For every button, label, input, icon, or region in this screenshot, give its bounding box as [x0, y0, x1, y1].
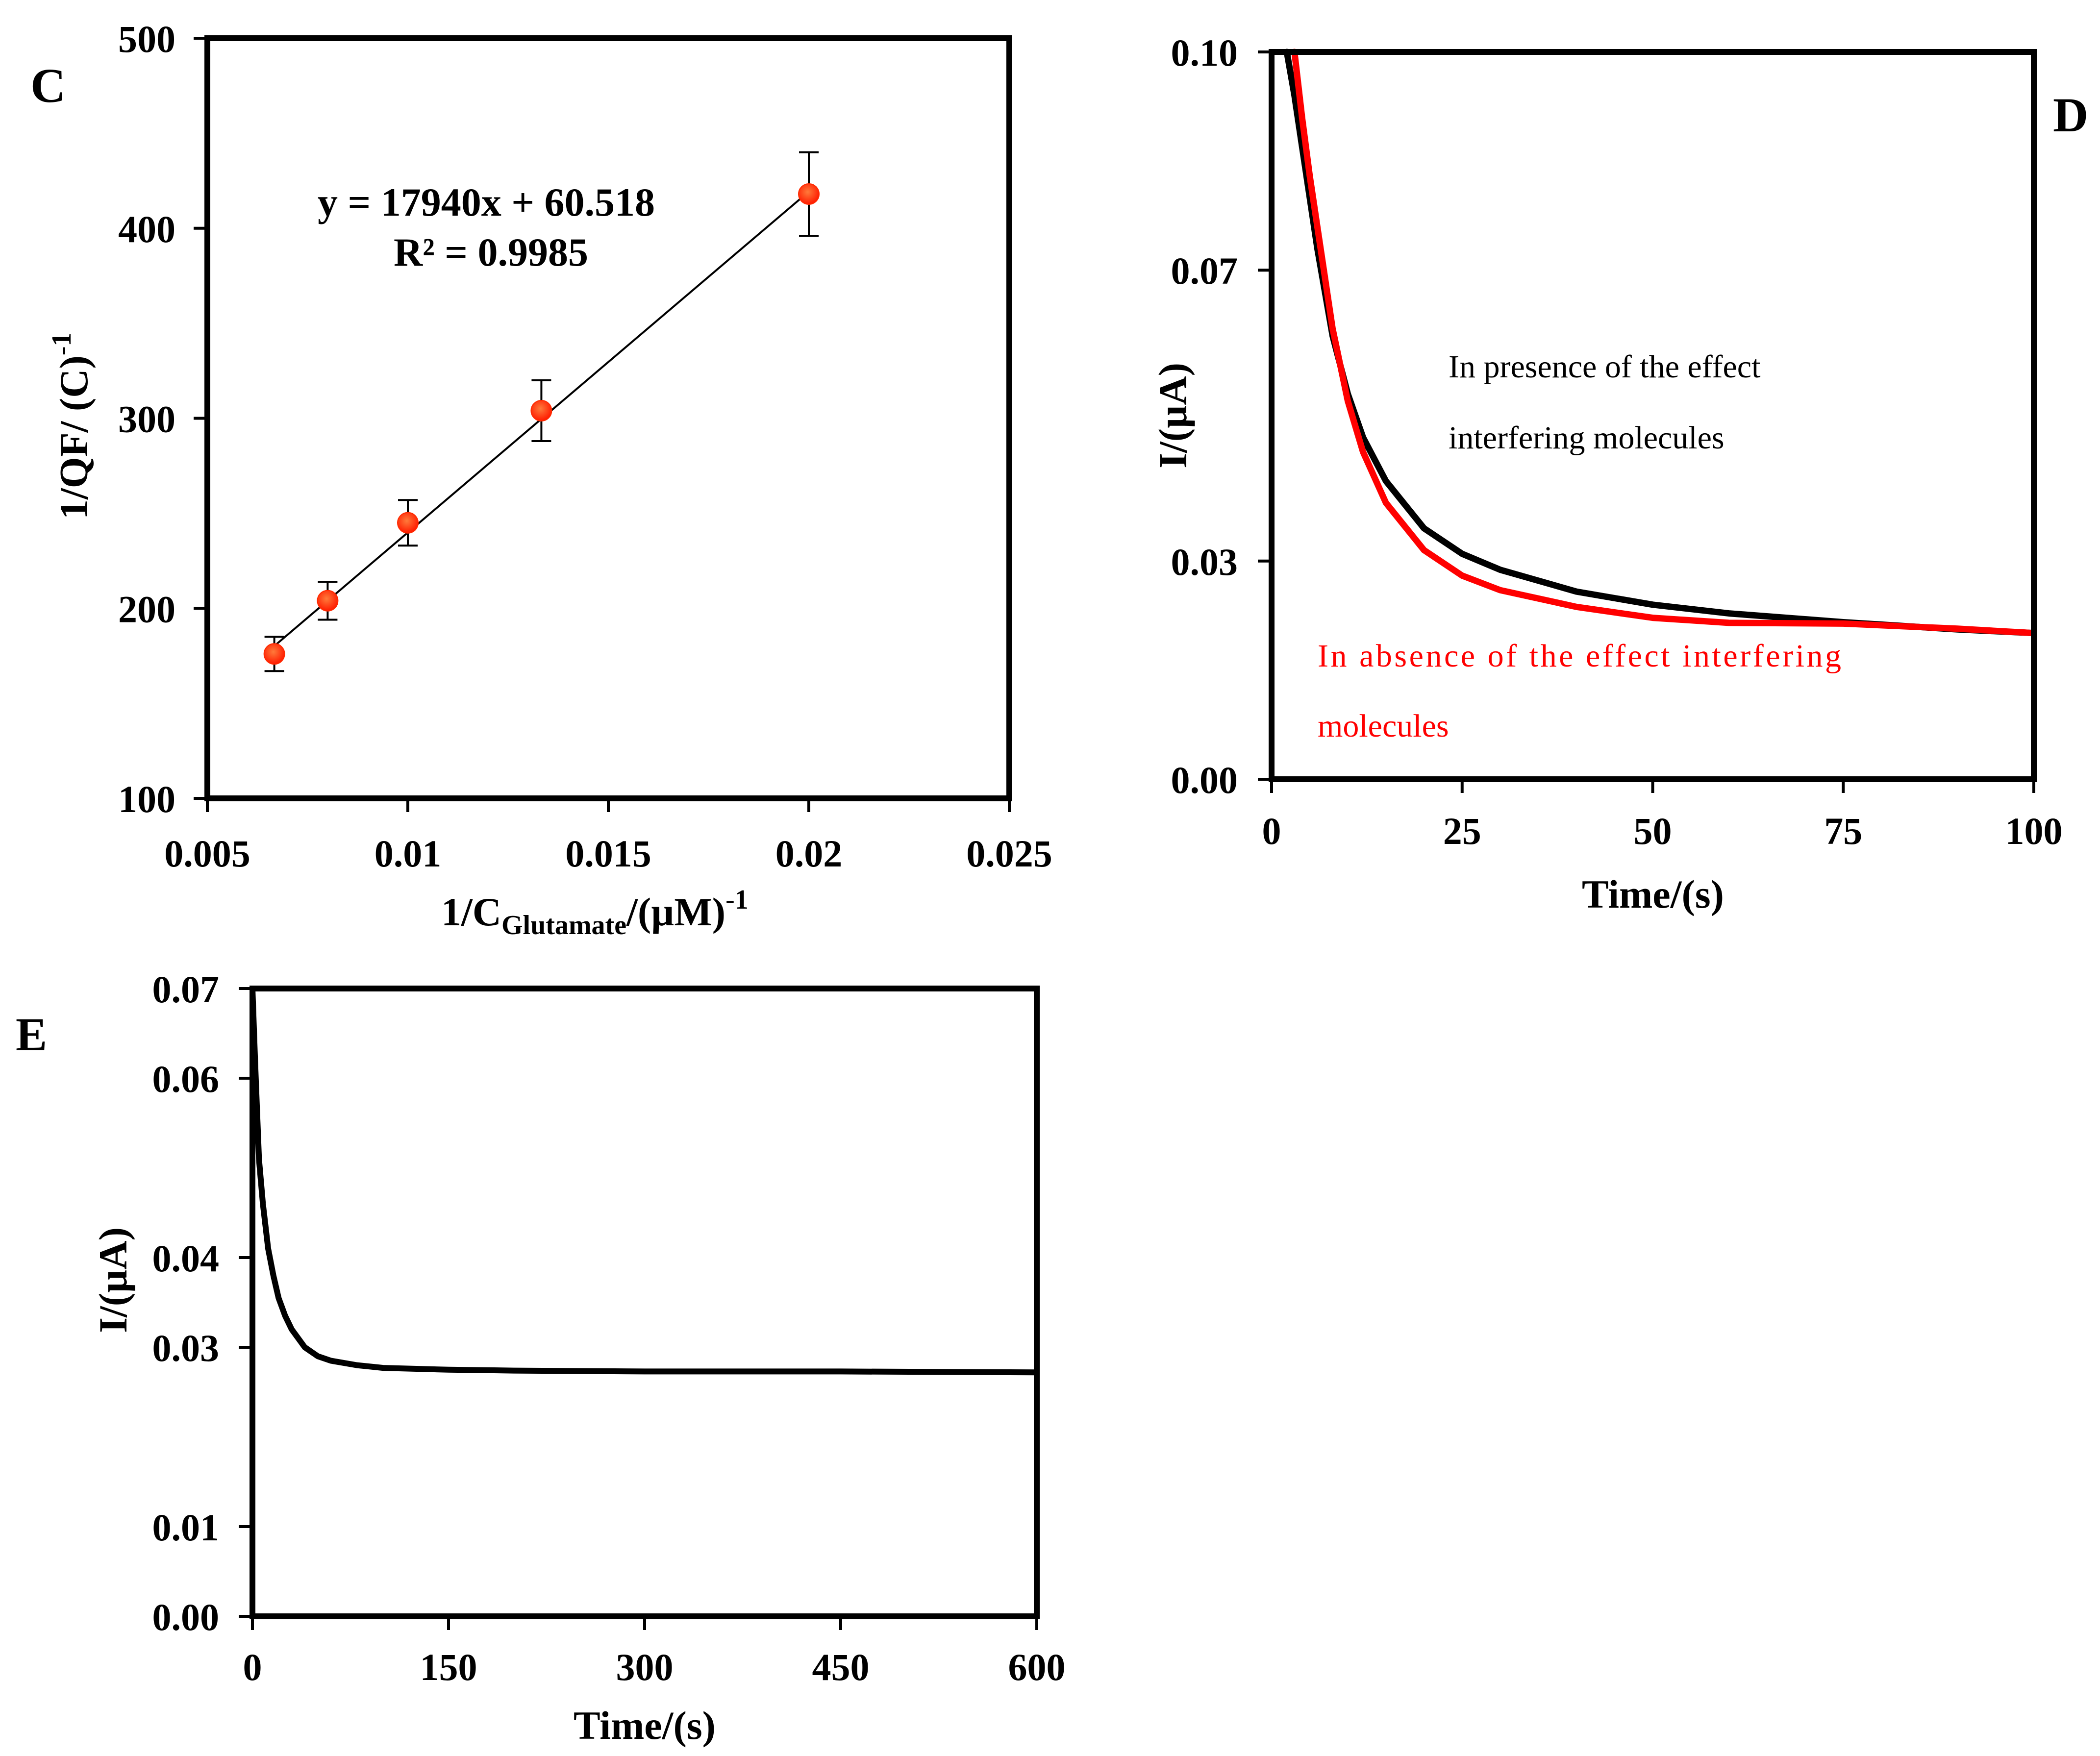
x-tick-label: 0.015 — [565, 832, 651, 875]
y-tick-label: 0.06 — [152, 1058, 220, 1100]
presence-curve — [1283, 49, 2037, 637]
x-tick-labels: 0 25 50 75 100 — [1262, 810, 2063, 852]
x-tick-label: 0.005 — [164, 832, 250, 875]
y-tick-label: 400 — [118, 208, 175, 250]
presence-annotation-line1: In presence of the effect — [1449, 349, 1760, 385]
y-tick-label: 300 — [118, 398, 175, 441]
y-tick-labels: 0.00 0.01 0.03 0.04 0.06 0.07 — [152, 968, 220, 1638]
data-point — [397, 512, 419, 534]
panel-d-chart: D 0 25 50 75 100 0.00 0.03 0.07 0.10 In presenc… — [1150, 31, 2088, 916]
x-tick-labels: 0 150 300 450 600 — [243, 1646, 1066, 1688]
x-tick-label: 0.01 — [375, 832, 442, 875]
axis-ticks — [239, 987, 1038, 1630]
panel-e-letter: E — [16, 1008, 47, 1061]
y-tick-labels: 0.00 0.03 0.07 0.10 — [1171, 31, 1238, 801]
current-curve — [250, 986, 1040, 1376]
x-tick-labels: 0.005 0.01 0.015 0.02 0.025 — [164, 832, 1052, 875]
y-tick-label: 500 — [118, 18, 175, 60]
data-point — [317, 590, 339, 612]
y-axis-label-exponent: -1 — [47, 333, 77, 356]
x-tick-label: 0.025 — [966, 832, 1052, 875]
y-tick-label: 200 — [118, 588, 175, 630]
x-tick-label: 25 — [1443, 810, 1481, 852]
presence-annotation-line2: interfering molecules — [1449, 420, 1725, 456]
x-tick-label: 0.02 — [775, 832, 843, 875]
x-axis-label: Time/(s) — [574, 1703, 716, 1748]
x-axis-label-subscript: Glutamate — [501, 910, 626, 940]
data-point — [798, 183, 820, 205]
current-curves — [1283, 49, 2037, 637]
x-tick-label: 0 — [243, 1646, 262, 1688]
x-tick-label: 0 — [1262, 810, 1281, 852]
plot-frame — [1269, 49, 2037, 782]
y-axis-label: I/(µA) — [91, 1227, 135, 1333]
absence-annotation-line1: In absence of the effect interfering — [1318, 638, 1841, 674]
x-tick-label: 450 — [812, 1646, 870, 1688]
x-axis-label-exponent: -1 — [725, 885, 749, 915]
x-tick-label: 600 — [1008, 1646, 1066, 1688]
data-point — [530, 399, 552, 421]
absence-curve — [1291, 49, 2037, 637]
x-axis-label-main: 1/C — [441, 890, 501, 934]
y-tick-label: 100 — [118, 778, 175, 820]
x-tick-label: 300 — [616, 1646, 674, 1688]
y-tick-label: 0.00 — [1171, 759, 1238, 801]
absence-annotation-line2: molecules — [1318, 708, 1449, 744]
x-tick-label: 75 — [1824, 810, 1862, 852]
x-tick-label: 150 — [420, 1646, 477, 1688]
axis-ticks — [194, 37, 1011, 812]
data-points — [263, 183, 820, 665]
y-axis-label-main: 1/QF/ (C) — [51, 355, 96, 519]
panel-e-chart: E 0 150 300 450 600 0.00 0.01 0.03 0.04 0.06 0.07… — [16, 968, 1066, 1748]
data-point — [263, 643, 285, 665]
panel-d-letter: D — [2053, 88, 2088, 142]
y-axis-label: 1/QF/ (C)-1 — [47, 333, 96, 519]
equation-label: y = 17940x + 60.518 — [318, 180, 655, 224]
r-squared-label: R² = 0.9985 — [394, 230, 588, 274]
y-tick-label: 0.04 — [152, 1237, 220, 1280]
y-tick-label: 0.01 — [152, 1506, 220, 1549]
x-tick-label: 50 — [1634, 810, 1672, 852]
y-tick-label: 0.03 — [1171, 541, 1238, 583]
y-tick-label: 0.07 — [152, 968, 220, 1011]
x-tick-label: 100 — [2005, 810, 2063, 852]
y-tick-label: 0.10 — [1171, 31, 1238, 74]
plot-frame — [204, 35, 1012, 801]
plot-frame — [250, 986, 1040, 1619]
y-tick-label: 0.00 — [152, 1596, 220, 1638]
x-axis-label: 1/CGlutamate/(µM)-1 — [441, 885, 749, 940]
panel-c-chart: C 0.005 0.01 0.015 0.02 0.025 100 200 300 400 50… — [30, 18, 1052, 940]
y-axis-label: I/(µA) — [1150, 363, 1195, 469]
y-tick-labels: 100 200 300 400 500 — [118, 18, 175, 820]
x-axis-label-unit: /(µM) — [626, 890, 725, 934]
current-curve-line — [250, 986, 1040, 1376]
y-tick-label: 0.03 — [152, 1327, 220, 1369]
panel-c-letter: C — [30, 58, 66, 113]
x-axis-label: Time/(s) — [1582, 872, 1724, 916]
y-tick-label: 0.07 — [1171, 249, 1238, 292]
